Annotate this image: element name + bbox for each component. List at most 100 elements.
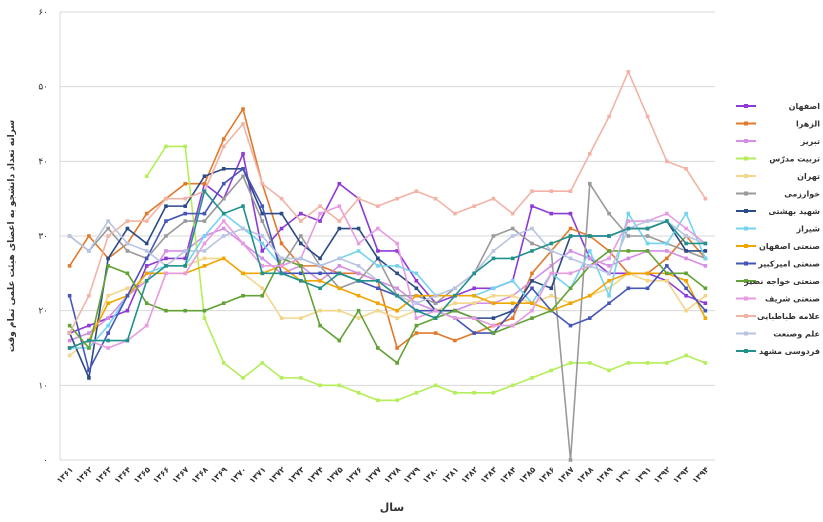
point-marker [279, 316, 284, 320]
point-marker [125, 219, 130, 223]
point-marker [414, 279, 419, 283]
point-marker [260, 219, 265, 223]
point-marker [260, 181, 265, 186]
point-marker [626, 69, 631, 74]
point-marker [684, 167, 688, 171]
point-marker [395, 398, 399, 403]
x-tick-label: ۱۳۷۴ [305, 465, 325, 485]
x-tick-label: ۱۳۹۰ [614, 465, 634, 485]
point-marker [607, 279, 611, 283]
point-marker [221, 256, 226, 261]
point-marker [491, 331, 496, 335]
point-marker [453, 338, 457, 343]
x-tick-label: ۱۳۶۶ [151, 465, 171, 485]
point-marker [183, 271, 188, 276]
point-marker [299, 279, 303, 283]
point-marker [183, 204, 188, 208]
point-marker [607, 368, 611, 373]
x-tick-label: ۱۳۹۲ [652, 465, 672, 485]
point-marker [510, 256, 515, 261]
series-line [69, 205, 706, 349]
point-marker [549, 286, 554, 291]
point-marker [510, 316, 515, 320]
x-tick-label: ۱۳۸۳ [479, 465, 499, 485]
point-marker [164, 234, 168, 238]
x-tick-label: ۱۳۸۴ [498, 465, 518, 485]
point-marker [587, 264, 592, 268]
point-marker [221, 219, 226, 223]
point-marker [530, 249, 534, 253]
point-marker [530, 226, 534, 231]
point-marker [626, 249, 631, 253]
point-marker [356, 316, 361, 320]
point-marker [626, 234, 631, 238]
point-marker [510, 323, 515, 328]
point-marker [703, 249, 708, 253]
point-marker [260, 361, 265, 365]
series-line [69, 227, 706, 342]
point-marker [684, 353, 688, 358]
x-tick-label: ۱۳۶۸ [190, 465, 210, 485]
point-marker [414, 286, 419, 291]
point-marker [645, 226, 650, 231]
point-marker [164, 271, 168, 276]
point-marker [395, 308, 399, 313]
legend-marker [744, 331, 748, 336]
point-marker [703, 286, 708, 291]
point-marker [684, 249, 688, 253]
legend-label: فردوسی مشهد [759, 347, 820, 356]
point-marker [703, 361, 708, 365]
point-marker [568, 256, 573, 261]
point-marker [703, 316, 708, 320]
legend-marker [744, 226, 748, 231]
point-marker [587, 256, 592, 261]
point-marker [684, 271, 688, 276]
point-marker [607, 256, 611, 261]
point-marker [260, 271, 265, 276]
point-marker [665, 271, 669, 276]
point-marker [376, 398, 380, 403]
point-marker [587, 152, 592, 156]
point-marker [453, 286, 457, 291]
point-marker [607, 264, 611, 268]
point-marker [645, 234, 650, 238]
legend-marker [744, 104, 748, 108]
point-marker [607, 211, 611, 216]
y-tick-label: ۱۰ [38, 381, 48, 391]
point-marker [299, 316, 303, 320]
point-marker [67, 264, 72, 268]
point-marker [645, 249, 650, 253]
point-marker [414, 271, 419, 276]
point-marker [568, 189, 573, 193]
point-marker [684, 256, 688, 261]
point-marker [241, 152, 245, 156]
point-marker [318, 204, 322, 208]
x-tick-label: ۱۳۸۹ [594, 465, 614, 485]
point-marker [530, 286, 534, 291]
point-marker [164, 256, 168, 261]
point-marker [106, 234, 110, 238]
point-marker [376, 256, 380, 261]
x-tick-label: ۱۳۶۱ [55, 465, 75, 485]
point-marker [607, 249, 611, 253]
point-marker [260, 293, 265, 298]
point-marker [376, 249, 380, 253]
point-marker [164, 249, 168, 253]
x-tick-label: ۱۳۷۶ [344, 465, 364, 485]
point-marker [260, 234, 265, 238]
point-marker [337, 286, 342, 291]
point-marker [568, 301, 573, 305]
point-marker [684, 211, 688, 216]
point-marker [106, 293, 110, 298]
point-marker [260, 204, 265, 208]
point-marker [568, 249, 573, 253]
point-marker [549, 189, 554, 193]
point-marker [356, 196, 361, 201]
point-marker [318, 308, 322, 313]
point-marker [87, 368, 91, 373]
legend-marker [744, 279, 748, 283]
point-marker [491, 249, 496, 253]
point-marker [376, 204, 380, 208]
point-marker [433, 383, 438, 388]
point-marker [491, 256, 496, 261]
